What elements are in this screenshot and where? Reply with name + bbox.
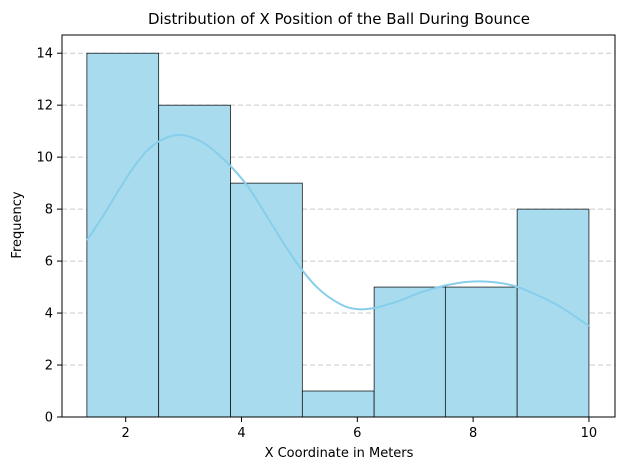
histogram-bar	[373, 286, 446, 418]
x-tick-label: 8	[469, 426, 477, 441]
x-tick-label: 6	[353, 426, 361, 441]
y-tick-label: 8	[45, 203, 53, 218]
y-tick-label: 14	[36, 47, 53, 62]
kde-curve	[86, 134, 590, 327]
chart-title: Distribution of X Position of the Ball D…	[148, 10, 530, 28]
x-axis-label: X Coordinate in Meters	[265, 446, 414, 461]
histogram-bar	[301, 390, 375, 418]
histogram-bar	[444, 286, 518, 418]
axes	[61, 34, 616, 418]
x-tick-label: 4	[237, 426, 245, 441]
y-tick-label: 4	[45, 307, 53, 322]
kde-curve-group	[86, 134, 590, 327]
histogram-bar	[230, 182, 303, 418]
y-tick-label: 2	[45, 359, 53, 374]
plot-frame	[61, 34, 616, 418]
histogram-bars	[86, 52, 590, 418]
y-axis-label: Frequency	[10, 191, 25, 258]
histogram-bar	[158, 104, 231, 418]
y-tick-label: 10	[36, 151, 53, 166]
y-tick-label: 12	[36, 99, 53, 114]
y-tick-label: 0	[45, 411, 53, 426]
histogram-bar	[516, 208, 590, 418]
x-tick-label: 10	[581, 426, 598, 441]
y-tick-label: 6	[45, 255, 53, 270]
x-tick-label: 2	[122, 426, 130, 441]
tick-labels: 2 4 6 8 10 0 2 4 6 8 10 12 14	[36, 47, 597, 441]
histogram-bar	[86, 52, 160, 418]
